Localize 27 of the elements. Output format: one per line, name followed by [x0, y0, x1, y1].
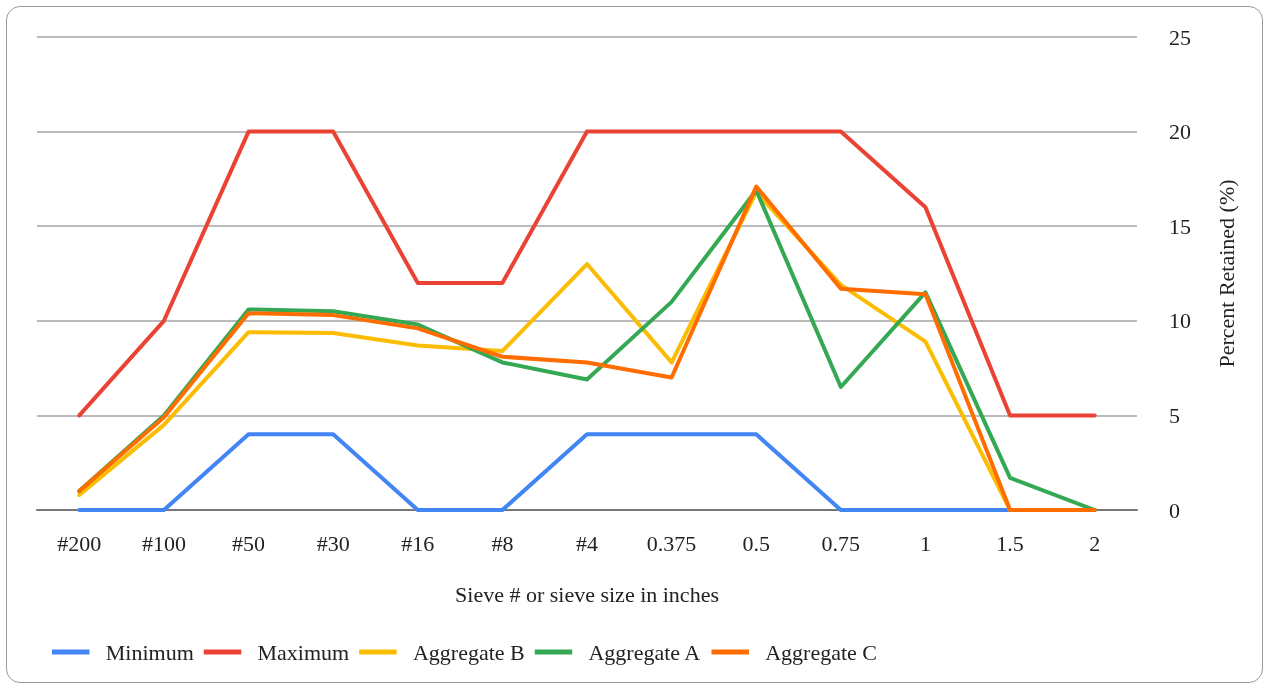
x-tick-label: #30: [316, 530, 350, 556]
x-tick-label: #8: [491, 530, 514, 556]
y-tick-label: 15: [1169, 213, 1191, 239]
legend-label: Minimum: [105, 639, 194, 665]
x-tick-label: 2: [1089, 530, 1101, 556]
x-tick-label: #4: [576, 530, 598, 556]
legend-label: Aggregate A: [588, 639, 701, 665]
legend-label: Maximum: [257, 639, 350, 665]
y-tick-label: 25: [1169, 24, 1191, 50]
x-tick-label: #16: [401, 530, 435, 556]
x-tick-label: #50: [232, 530, 266, 556]
y-tick-label: 20: [1169, 119, 1191, 145]
y-tick-label: 5: [1169, 402, 1180, 428]
line-series: [77, 129, 1097, 418]
y-tick-label: 0: [1169, 497, 1180, 523]
legend-label: Aggregate B: [412, 639, 525, 665]
y-axis-title: Percent Retained (%): [1213, 179, 1239, 368]
legend-label: Aggregate C: [765, 639, 878, 665]
x-tick-label: 0.375: [646, 530, 697, 556]
x-tick-label: 1: [919, 530, 931, 556]
x-axis-title: Sieve # or sieve size in inches: [455, 581, 719, 607]
x-tick-label: 1.5: [996, 530, 1024, 556]
x-tick-label: #100: [141, 530, 186, 556]
y-tick-label: 10: [1169, 308, 1191, 334]
x-tick-label: 0.75: [821, 530, 861, 556]
x-tick-label: 0.5: [742, 530, 770, 556]
x-tick-label: #200: [57, 530, 102, 556]
